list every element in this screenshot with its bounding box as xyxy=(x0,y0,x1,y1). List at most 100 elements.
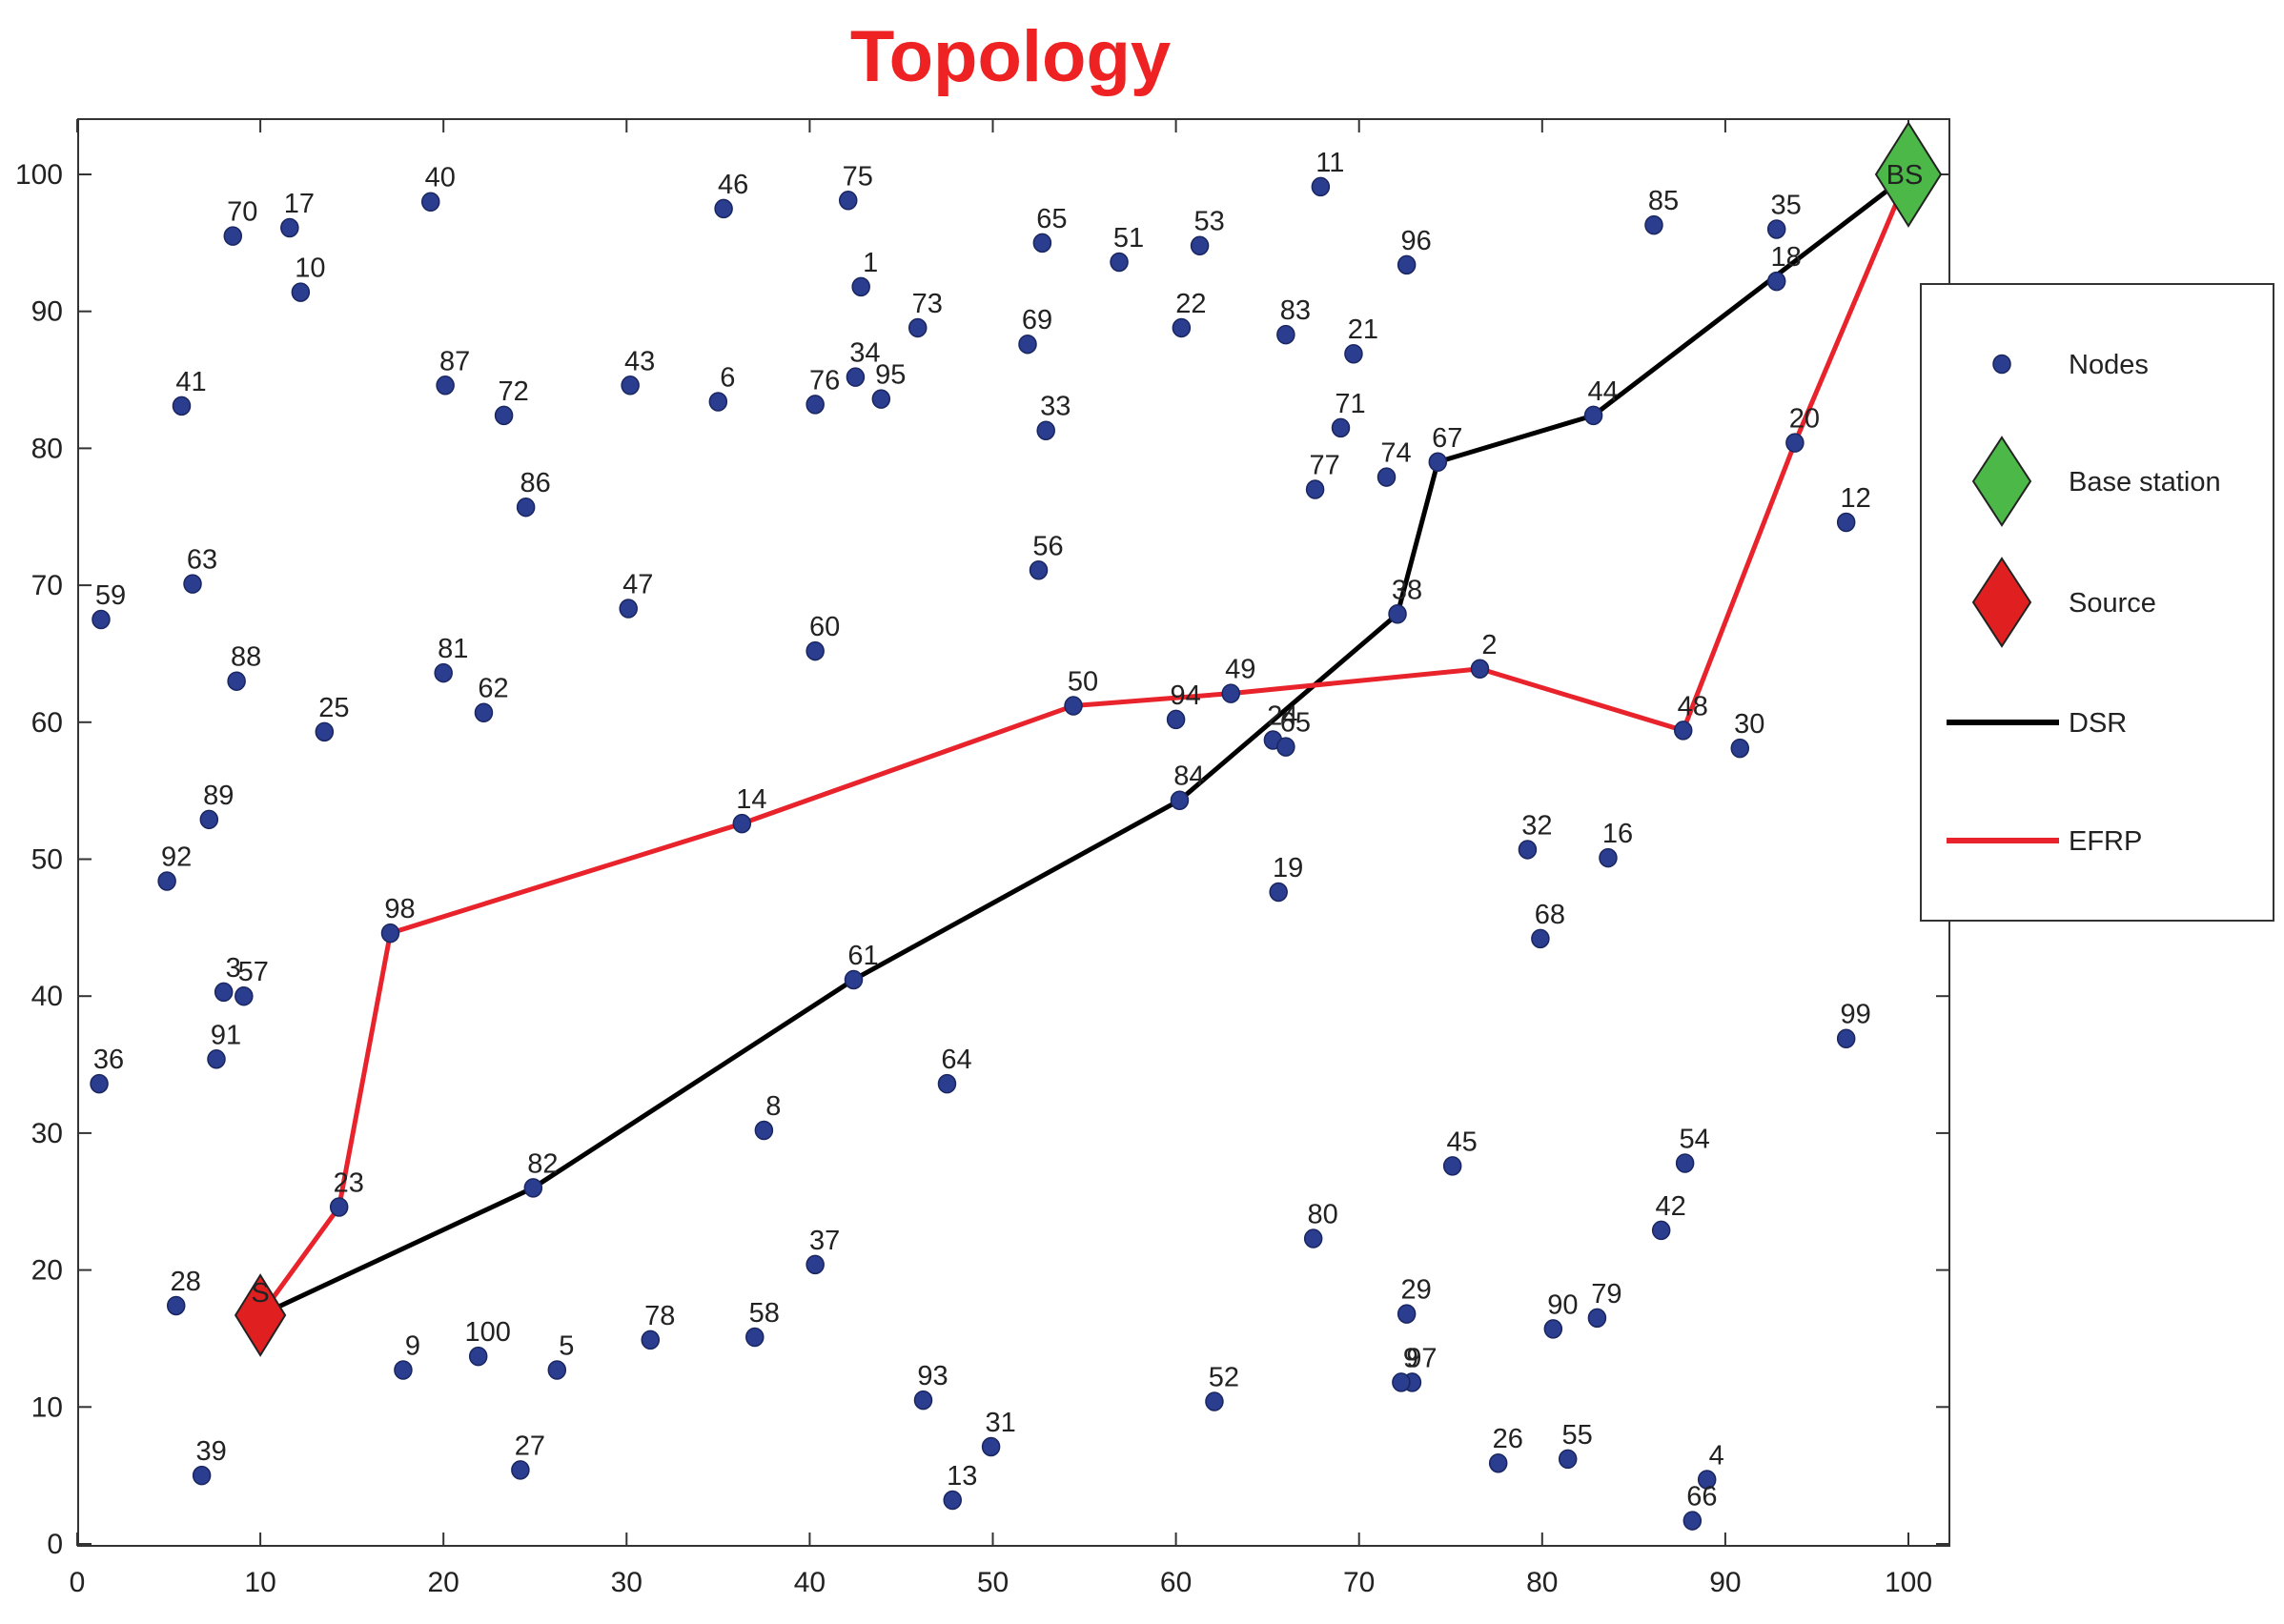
node-point xyxy=(1682,1511,1703,1531)
node-label: 80 xyxy=(1308,1200,1338,1230)
node-label: 84 xyxy=(1173,761,1204,792)
node-point xyxy=(732,813,752,834)
node-label: 54 xyxy=(1680,1125,1710,1155)
node-label: 28 xyxy=(171,1267,201,1297)
node-label: 22 xyxy=(1175,289,1206,319)
x-tick-label: 80 xyxy=(1526,1567,1558,1598)
node-point xyxy=(1558,1449,1578,1470)
node-point xyxy=(434,662,453,683)
node-label: 60 xyxy=(809,612,840,642)
node-label: 66 xyxy=(1686,1482,1717,1512)
node-point xyxy=(1032,233,1052,254)
x-tick-label: 50 xyxy=(977,1567,1009,1598)
node-point xyxy=(199,809,219,830)
node-point xyxy=(394,1360,413,1380)
node-point xyxy=(1305,479,1325,499)
node-point xyxy=(1064,696,1083,716)
node-point xyxy=(1531,928,1550,949)
node-point xyxy=(871,389,891,409)
node-point xyxy=(1836,1028,1856,1048)
node-label: 93 xyxy=(917,1361,948,1391)
x-tick-label: 70 xyxy=(1343,1567,1375,1598)
node-point xyxy=(1269,882,1288,903)
legend: Nodes Base station Source DSR EFRP xyxy=(1920,283,2274,922)
node-point xyxy=(1428,452,1448,473)
node-label: 70 xyxy=(227,197,257,228)
node-point xyxy=(1836,512,1856,533)
node-label: 52 xyxy=(1209,1363,1239,1393)
node-label: 76 xyxy=(809,365,840,396)
node-point xyxy=(235,985,254,1006)
node-point xyxy=(1276,324,1295,345)
node-label: 61 xyxy=(847,941,878,971)
dsr-path xyxy=(259,173,1910,1318)
node-point xyxy=(1651,1220,1671,1241)
node-label: 69 xyxy=(1022,305,1052,335)
legend-label: Source xyxy=(2069,588,2156,619)
node-label: 98 xyxy=(384,894,415,924)
node-label: 37 xyxy=(809,1226,840,1256)
node-point xyxy=(380,923,400,944)
y-tick-label: 90 xyxy=(31,296,63,328)
node-label: 27 xyxy=(515,1431,545,1461)
node-point xyxy=(511,1460,530,1480)
x-tick-label: 60 xyxy=(1160,1567,1192,1598)
special-markers: BS S xyxy=(234,121,1943,1357)
node-label: 72 xyxy=(498,376,528,407)
node-label: 89 xyxy=(203,781,234,811)
node-label: 96 xyxy=(1401,226,1432,256)
node-label: 10 xyxy=(295,254,325,284)
node-point xyxy=(1583,405,1603,426)
node-point xyxy=(291,282,311,302)
node-label: 64 xyxy=(941,1045,971,1075)
node-point xyxy=(1018,334,1037,355)
node-label: 74 xyxy=(1380,438,1411,469)
node-point xyxy=(621,376,640,396)
node-label: 19 xyxy=(1273,853,1303,883)
node-label: 79 xyxy=(1591,1279,1621,1309)
node-point xyxy=(1221,683,1240,703)
node-label: 2 xyxy=(1481,630,1497,660)
node-label: 1 xyxy=(863,248,878,278)
node-label: 35 xyxy=(1771,190,1802,220)
node-label: 78 xyxy=(644,1301,675,1331)
legend-label: EFRP xyxy=(2069,826,2142,857)
node-label: 85 xyxy=(1648,186,1679,216)
y-tick-label: 50 xyxy=(31,844,63,876)
node-label: 77 xyxy=(1309,451,1339,481)
x-tick-label: 40 xyxy=(794,1567,826,1598)
node-point xyxy=(937,1073,957,1094)
node-label: 9 xyxy=(1403,1343,1418,1373)
y-tick-label: 70 xyxy=(31,570,63,601)
node-label: 87 xyxy=(439,346,470,376)
node-label: 40 xyxy=(425,163,456,193)
x-tick-label: 30 xyxy=(611,1567,642,1598)
y-tick-label: 80 xyxy=(31,433,63,464)
node-label: 49 xyxy=(1225,655,1255,685)
node-point xyxy=(1172,317,1192,338)
node-point xyxy=(1587,1308,1607,1329)
node-label: 13 xyxy=(947,1461,977,1492)
node-point xyxy=(1766,271,1786,292)
node-point xyxy=(329,1197,349,1217)
node-label: 34 xyxy=(849,338,880,369)
node-point xyxy=(214,982,234,1003)
node-point xyxy=(436,376,455,396)
node-point xyxy=(1276,737,1295,757)
node-point xyxy=(227,671,246,691)
node-label: 17 xyxy=(284,189,315,219)
node-label: 59 xyxy=(95,580,126,611)
node-label: 32 xyxy=(1521,810,1552,841)
node-label: 90 xyxy=(1547,1289,1578,1320)
node-label: 57 xyxy=(238,957,269,987)
node-point xyxy=(1392,1372,1411,1392)
node-point xyxy=(183,574,202,594)
node-label: 67 xyxy=(1432,423,1462,454)
node-label: 75 xyxy=(843,161,873,192)
node-point xyxy=(1170,790,1190,810)
node-point xyxy=(1697,1470,1717,1490)
node-point xyxy=(1785,433,1805,453)
node-label: 16 xyxy=(1602,819,1633,849)
node-point xyxy=(1543,1319,1563,1339)
node-label: 65 xyxy=(1280,708,1311,739)
